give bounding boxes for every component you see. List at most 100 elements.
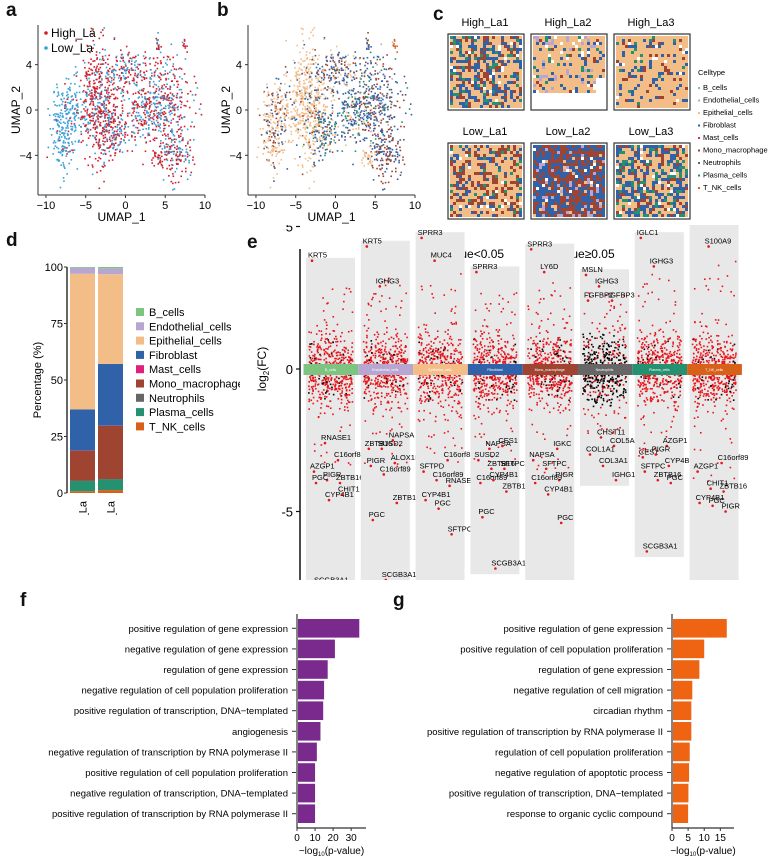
data-point: [98, 51, 101, 54]
data-point: [312, 120, 315, 123]
data-point: [302, 104, 305, 106]
data-point: [386, 106, 389, 109]
data-point: [387, 163, 389, 165]
data-point: [338, 82, 341, 85]
data-point: [96, 125, 98, 128]
data-point: [113, 97, 115, 100]
spot: [646, 39, 649, 42]
data-point: [152, 150, 154, 152]
data-point: [378, 152, 381, 155]
data-point: [136, 103, 139, 105]
spot: [483, 48, 486, 51]
spot: [492, 75, 495, 78]
data-point: [336, 115, 339, 117]
data-point: [359, 113, 361, 116]
data-point: [120, 100, 123, 102]
data-point: [383, 77, 386, 80]
data-point: [263, 147, 265, 150]
data-point: [83, 117, 86, 119]
spot: [655, 63, 658, 66]
data-point: [382, 109, 384, 111]
data-point: [309, 81, 312, 83]
data-point: [263, 90, 266, 93]
data-point: [379, 145, 382, 148]
data-point: [104, 86, 107, 89]
data-point: [283, 112, 285, 114]
x-tick-label: 0: [122, 200, 128, 212]
data-point: [379, 113, 382, 116]
spot: [640, 93, 643, 96]
data-point: [381, 94, 384, 97]
data-point: [114, 149, 117, 151]
spot: [572, 45, 575, 48]
spot: [548, 48, 551, 51]
data-point: [107, 69, 109, 72]
data-point: [66, 121, 69, 123]
data-point: [344, 115, 347, 118]
data-point: [316, 99, 319, 101]
spot: [643, 45, 646, 48]
spot: [637, 39, 640, 42]
data-point: [164, 107, 167, 110]
spot: [590, 90, 593, 93]
spot: [557, 51, 560, 54]
data-point: [90, 89, 93, 92]
data-point: [160, 90, 163, 93]
data-point: [102, 140, 104, 142]
spot: [664, 48, 667, 51]
spot: [587, 57, 590, 60]
data-point: [61, 103, 63, 106]
data-point: [143, 123, 146, 125]
data-point: [302, 124, 305, 126]
spot: [676, 72, 679, 75]
data-point: [308, 139, 311, 142]
data-point: [160, 130, 162, 133]
spot: [670, 45, 673, 48]
data-point: [383, 74, 385, 77]
data-point: [103, 107, 106, 110]
data-point: [381, 106, 384, 109]
data-point: [317, 77, 319, 80]
spot: [459, 39, 462, 42]
data-point: [365, 37, 368, 40]
spot: [489, 69, 492, 72]
spot: [501, 102, 504, 105]
data-point: [294, 98, 297, 101]
data-point: [97, 70, 100, 73]
spot: [501, 42, 504, 45]
data-point: [342, 103, 345, 106]
spot: [486, 102, 489, 105]
spot: [578, 63, 581, 66]
data-point: [152, 86, 155, 88]
data-point: [271, 93, 273, 95]
data-point: [359, 111, 362, 114]
spot: [619, 48, 622, 51]
data-point: [118, 135, 121, 137]
data-point: [310, 152, 312, 154]
spot: [507, 66, 510, 69]
spot: [634, 51, 637, 54]
data-point: [316, 81, 319, 84]
spot: [536, 81, 539, 84]
data-point: [112, 143, 115, 145]
spot: [685, 72, 688, 75]
spot: [602, 42, 605, 45]
spot: [625, 48, 628, 51]
spot: [462, 66, 465, 69]
data-point: [86, 44, 89, 47]
spot: [554, 42, 557, 45]
data-point: [159, 103, 161, 105]
data-point: [68, 137, 71, 139]
data-point: [98, 76, 101, 78]
data-point: [310, 84, 313, 87]
spot: [649, 90, 652, 93]
data-point: [89, 113, 91, 115]
data-point: [56, 104, 58, 107]
data-point: [114, 69, 116, 72]
spot: [581, 45, 584, 48]
spot: [670, 39, 673, 42]
data-point: [57, 119, 59, 122]
spot: [640, 48, 643, 51]
data-point: [149, 140, 152, 143]
